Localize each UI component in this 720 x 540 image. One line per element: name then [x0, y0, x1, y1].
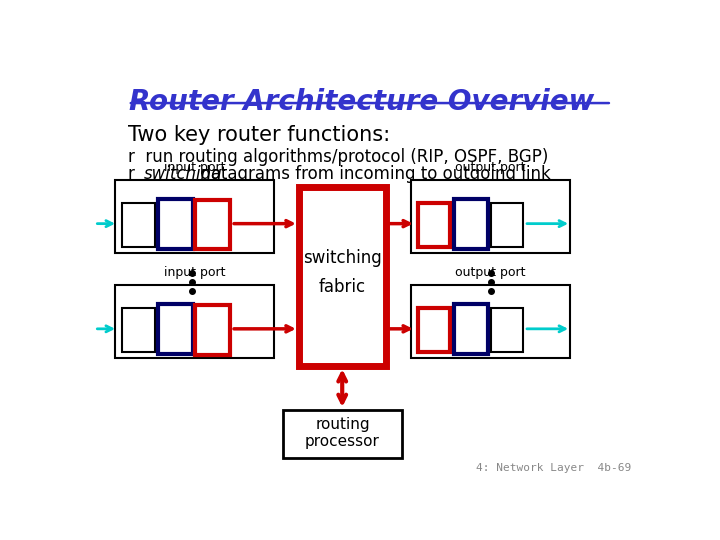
Bar	[122, 203, 155, 246]
Bar	[490, 203, 523, 246]
Bar	[115, 285, 274, 358]
Bar	[158, 304, 193, 354]
Bar	[282, 410, 402, 458]
Text: Two key router functions:: Two key router functions:	[128, 125, 390, 145]
Bar	[195, 305, 230, 355]
Text: input port: input port	[164, 161, 225, 174]
Text: processor: processor	[305, 434, 380, 449]
Text: switching: switching	[303, 249, 382, 267]
Bar	[454, 199, 488, 248]
Bar	[411, 180, 570, 253]
Text: switching: switching	[143, 165, 222, 184]
Bar	[115, 180, 274, 253]
Text: datagrams from incoming to outgoing link: datagrams from incoming to outgoing link	[195, 165, 551, 184]
Bar	[158, 199, 193, 248]
Bar	[122, 308, 155, 352]
Bar	[300, 187, 386, 366]
Text: r: r	[128, 165, 145, 184]
Bar	[195, 199, 230, 249]
Text: output port: output port	[455, 161, 526, 174]
Bar	[418, 308, 451, 352]
Text: Router Architecture Overview: Router Architecture Overview	[129, 87, 594, 116]
Text: routing: routing	[315, 417, 370, 432]
Bar	[454, 304, 488, 354]
Text: r  run routing algorithms/protocol (RIP, OSPF, BGP): r run routing algorithms/protocol (RIP, …	[128, 148, 549, 166]
Text: input port: input port	[164, 266, 225, 279]
Bar	[411, 285, 570, 358]
Bar	[418, 203, 451, 246]
Text: output port: output port	[455, 266, 526, 279]
Text: 4: Network Layer  4b-69: 4: Network Layer 4b-69	[476, 463, 631, 473]
Bar	[490, 308, 523, 352]
Text: fabric: fabric	[319, 278, 366, 296]
